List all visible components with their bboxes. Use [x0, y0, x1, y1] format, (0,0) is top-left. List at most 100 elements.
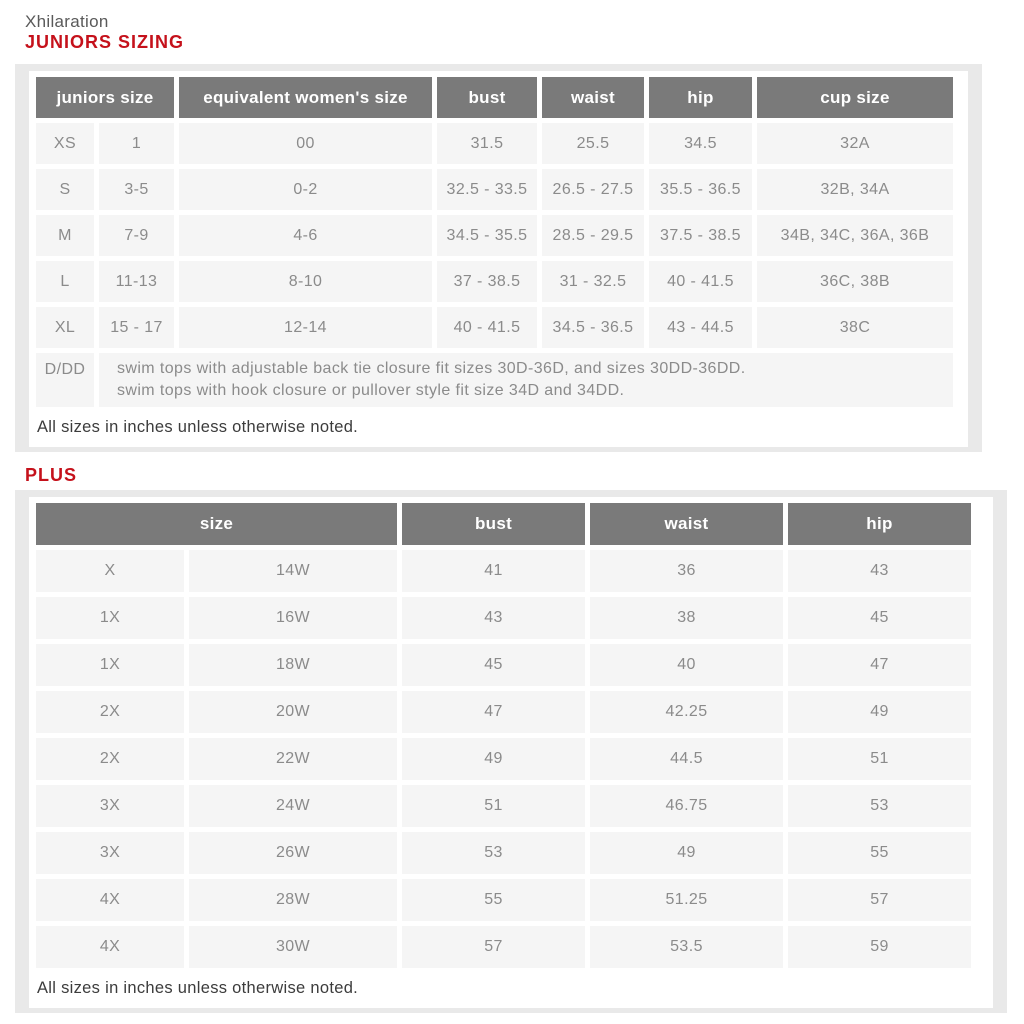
- plus-header-row: size bust waist hip: [36, 503, 971, 545]
- cell-size-w: 30W: [189, 926, 397, 968]
- ddd-line1: swim tops with adjustable back tie closu…: [117, 360, 746, 378]
- cell-size: 4X: [36, 879, 184, 921]
- cell-cup: 34B, 34C, 36A, 36B: [757, 215, 953, 256]
- cell-hip: 49: [788, 691, 971, 733]
- cell-size-w: 26W: [189, 832, 397, 874]
- cell-waist: 53.5: [590, 926, 783, 968]
- table-row-ddd: D/DD swim tops with adjustable back tie …: [36, 353, 953, 407]
- cell-ddd-description: swim tops with adjustable back tie closu…: [99, 353, 953, 407]
- cell-size-number: 3-5: [99, 169, 174, 210]
- brand-name: Xhilaration: [25, 12, 109, 31]
- cell-size-w: 18W: [189, 644, 397, 686]
- cell-size-w: 22W: [189, 738, 397, 780]
- column-header-cup-size: cup size: [757, 77, 953, 118]
- cell-bust: 45: [402, 644, 585, 686]
- column-header-juniors-size: juniors size: [36, 77, 174, 118]
- cell-size-w: 16W: [189, 597, 397, 639]
- cell-hip: 53: [788, 785, 971, 827]
- juniors-sizes-note: All sizes in inches unless otherwise not…: [31, 412, 966, 445]
- table-row-m: M 7-9 4-6 34.5 - 35.5 28.5 - 29.5 37.5 -…: [36, 215, 953, 256]
- cell-hip: 37.5 - 38.5: [649, 215, 752, 256]
- cell-hip: 57: [788, 879, 971, 921]
- cell-hip: 34.5: [649, 123, 752, 164]
- cell-hip: 40 - 41.5: [649, 261, 752, 302]
- cell-bust: 55: [402, 879, 585, 921]
- cell-size: S: [36, 169, 94, 210]
- cell-hip: 35.5 - 36.5: [649, 169, 752, 210]
- cell-size: M: [36, 215, 94, 256]
- cell-bust: 40 - 41.5: [437, 307, 537, 348]
- cell-hip: 55: [788, 832, 971, 874]
- cell-waist: 31 - 32.5: [542, 261, 644, 302]
- table-row-1x-18w: 1X 18W 45 40 47: [36, 644, 971, 686]
- cell-hip: 51: [788, 738, 971, 780]
- cell-cup: 32B, 34A: [757, 169, 953, 210]
- juniors-sizing-heading: JUNIORS SIZING: [25, 32, 185, 52]
- plus-sizing-heading: PLUS: [25, 465, 78, 485]
- cell-waist: 25.5: [542, 123, 644, 164]
- cell-size: XS: [36, 123, 94, 164]
- cell-cup: 36C, 38B: [757, 261, 953, 302]
- cell-bust: 32.5 - 33.5: [437, 169, 537, 210]
- juniors-sizing-panel: juniors size equivalent women's size bus…: [15, 64, 982, 452]
- cell-size-number: 15 - 17: [99, 307, 174, 348]
- table-row-xl: XL 15 - 17 12-14 40 - 41.5 34.5 - 36.5 4…: [36, 307, 953, 348]
- column-header-hip: hip: [649, 77, 752, 118]
- cell-cup: 38C: [757, 307, 953, 348]
- cell-size-w: 20W: [189, 691, 397, 733]
- column-header-waist: waist: [590, 503, 783, 545]
- juniors-panel-inner: juniors size equivalent women's size bus…: [29, 71, 968, 447]
- column-header-waist: waist: [542, 77, 644, 118]
- cell-waist: 36: [590, 550, 783, 592]
- plus-sizing-panel: size bust waist hip X 14W 41 36 43 1X 16…: [15, 490, 1007, 1013]
- cell-bust: 49: [402, 738, 585, 780]
- table-row-3x-26w: 3X 26W 53 49 55: [36, 832, 971, 874]
- plus-panel-inner: size bust waist hip X 14W 41 36 43 1X 16…: [29, 497, 993, 1008]
- juniors-header-row: juniors size equivalent women's size bus…: [36, 77, 953, 118]
- cell-cup: 32A: [757, 123, 953, 164]
- cell-womens: 8-10: [179, 261, 432, 302]
- cell-size: 4X: [36, 926, 184, 968]
- cell-waist: 49: [590, 832, 783, 874]
- cell-size: L: [36, 261, 94, 302]
- cell-size: XL: [36, 307, 94, 348]
- cell-hip: 43: [788, 550, 971, 592]
- table-row-4x-30w: 4X 30W 57 53.5 59: [36, 926, 971, 968]
- cell-womens: 12-14: [179, 307, 432, 348]
- cell-waist: 38: [590, 597, 783, 639]
- table-row-xs: XS 1 00 31.5 25.5 34.5 32A: [36, 123, 953, 164]
- cell-womens: 4-6: [179, 215, 432, 256]
- cell-hip: 47: [788, 644, 971, 686]
- cell-bust: 43: [402, 597, 585, 639]
- cell-waist: 46.75: [590, 785, 783, 827]
- cell-size: 3X: [36, 785, 184, 827]
- cell-size-number: 7-9: [99, 215, 174, 256]
- cell-bust: 31.5: [437, 123, 537, 164]
- table-row-1x-16w: 1X 16W 43 38 45: [36, 597, 971, 639]
- cell-bust: 41: [402, 550, 585, 592]
- table-row-4x-28w: 4X 28W 55 51.25 57: [36, 879, 971, 921]
- cell-size-w: 24W: [189, 785, 397, 827]
- cell-waist: 28.5 - 29.5: [542, 215, 644, 256]
- cell-hip: 45: [788, 597, 971, 639]
- table-row-2x-20w: 2X 20W 47 42.25 49: [36, 691, 971, 733]
- cell-size-number: 1: [99, 123, 174, 164]
- table-row-s: S 3-5 0-2 32.5 - 33.5 26.5 - 27.5 35.5 -…: [36, 169, 953, 210]
- juniors-size-table: juniors size equivalent women's size bus…: [31, 72, 958, 412]
- table-row-2x-22w: 2X 22W 49 44.5 51: [36, 738, 971, 780]
- column-header-equivalent-womens-size: equivalent women's size: [179, 77, 432, 118]
- table-row-x: X 14W 41 36 43: [36, 550, 971, 592]
- column-header-size: size: [36, 503, 397, 545]
- plus-sizes-note: All sizes in inches unless otherwise not…: [31, 973, 991, 1006]
- cell-size: 2X: [36, 691, 184, 733]
- ddd-line2: swim tops with hook closure or pullover …: [117, 382, 625, 399]
- cell-bust: 37 - 38.5: [437, 261, 537, 302]
- cell-waist: 26.5 - 27.5: [542, 169, 644, 210]
- cell-waist: 44.5: [590, 738, 783, 780]
- cell-size: 2X: [36, 738, 184, 780]
- cell-waist: 42.25: [590, 691, 783, 733]
- cell-size: 1X: [36, 644, 184, 686]
- cell-ddd-label: D/DD: [36, 353, 94, 407]
- cell-waist: 34.5 - 36.5: [542, 307, 644, 348]
- cell-size-number: 11-13: [99, 261, 174, 302]
